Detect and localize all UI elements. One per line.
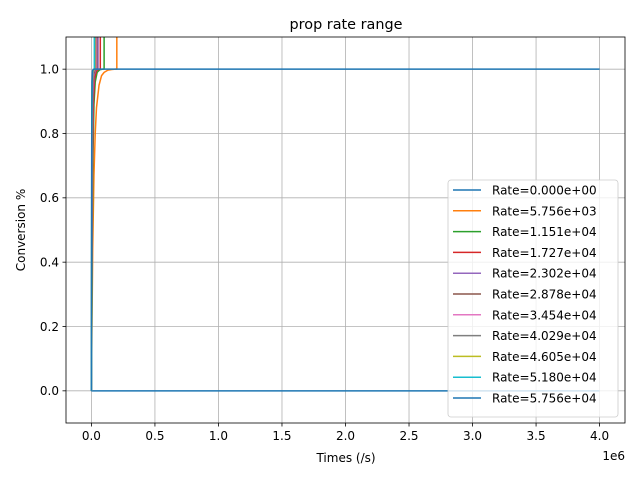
x-tick-label: 3.5 (527, 429, 546, 443)
x-tick-label: 0.0 (82, 429, 101, 443)
y-tick-label: 0.2 (40, 320, 59, 334)
legend-label: Rate=2.878e+04 (492, 288, 597, 302)
legend-label: Rate=3.454e+04 (492, 308, 597, 322)
legend-label: Rate=5.756e+04 (492, 392, 597, 406)
x-tick-label: 4.0 (590, 429, 609, 443)
axis-ticks: 0.0 0.5 1.0 1.5 2.0 2.5 3.0 3.5 4.0 0.0 0.2 0.4 0.6 0… (40, 62, 609, 443)
x-tick-label: 3.0 (463, 429, 482, 443)
x-tick-label: 0.5 (145, 429, 164, 443)
series-line-11 (90, 68, 600, 391)
legend-label: Rate=4.029e+04 (492, 329, 597, 343)
y-tick-label: 0.0 (40, 384, 59, 398)
y-tick-label: 0.4 (40, 255, 59, 269)
y-axis-label: Conversion % (14, 189, 28, 272)
x-tick-label: 2.0 (336, 429, 355, 443)
legend-label: Rate=1.151e+04 (492, 225, 597, 239)
y-tick-label: 1.0 (40, 62, 59, 76)
legend: Rate=0.000e+00 Rate=5.756e+03 Rate=1.151e+… (447, 179, 619, 418)
y-tick-label: 0.6 (40, 191, 59, 205)
x-tick-label: 1.0 (209, 429, 228, 443)
x-axis-label: Times (/s) (315, 451, 375, 465)
legend-label: Rate=2.302e+04 (492, 267, 597, 281)
plot-series (90, 37, 600, 392)
x-axis-offset-text: 1e6 (602, 449, 625, 463)
x-tick-label: 2.5 (399, 429, 418, 443)
legend-label: Rate=0.000e+00 (492, 184, 597, 198)
legend-label: Rate=1.727e+04 (492, 246, 597, 260)
legend-box (447, 179, 619, 418)
x-tick-label: 1.5 (272, 429, 291, 443)
chart-title: prop rate range (290, 17, 403, 33)
legend-label: Rate=4.605e+04 (492, 350, 597, 364)
y-tick-label: 0.8 (40, 127, 59, 141)
legend-label: Rate=5.180e+04 (492, 371, 597, 385)
legend-label: Rate=5.756e+03 (492, 204, 597, 218)
